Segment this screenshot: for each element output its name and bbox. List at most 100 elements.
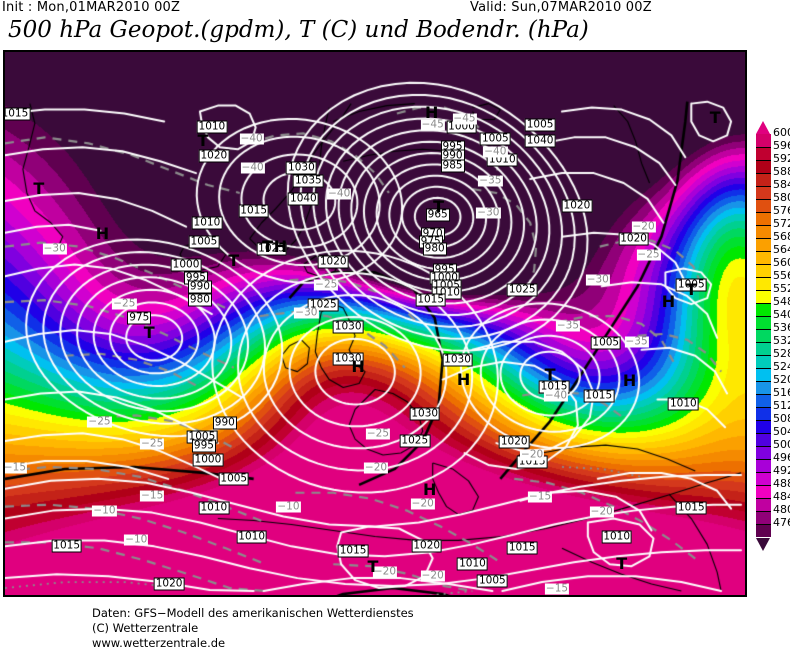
isotherm-label: −20	[420, 569, 445, 582]
isobar-label: 965	[425, 208, 450, 222]
colorbar-label: 576	[773, 204, 790, 218]
caption-line-1: Daten: GFS−Modell des amerikanischen Wet…	[92, 606, 414, 620]
colorbar-label: 568	[773, 230, 790, 244]
colorbar-label: 476	[773, 516, 790, 530]
isotherm-label: −10	[276, 500, 301, 513]
isobar-label: 1020	[198, 149, 230, 163]
high-pressure-marker: H	[661, 292, 676, 312]
isotherm-label: −40	[327, 187, 352, 200]
isotherm-label: −35	[624, 335, 649, 348]
colorbar-band	[756, 316, 771, 330]
colorbar-band	[756, 212, 771, 226]
isotherm-label: −20	[410, 497, 435, 510]
low-pressure-marker: T	[33, 178, 45, 198]
colorbar-band	[756, 420, 771, 434]
colorbar-bands	[756, 134, 771, 538]
colorbar-tick-labels: 6005965925885845805765725685645605565525…	[773, 126, 790, 529]
colorbar-band	[756, 511, 771, 525]
isotherm-label: −40	[239, 132, 264, 145]
isobar-label: 1020	[411, 539, 443, 553]
isobar-label: 1005	[675, 278, 707, 292]
isotherm-label: −15	[140, 489, 165, 502]
colorbar-label: 556	[773, 269, 790, 283]
high-pressure-marker: H	[456, 369, 471, 389]
colorbar-label: 508	[773, 412, 790, 426]
isobar-label: 1015	[415, 293, 447, 307]
isotherm-label: −45	[452, 112, 477, 124]
isotherm-label: −35	[555, 319, 581, 332]
isobar-label: 1000	[192, 453, 224, 467]
isobar-label: 1030	[286, 161, 317, 175]
isotherm-label: −20	[520, 448, 545, 461]
colorbar-label: 496	[773, 451, 790, 465]
isobar-label: 1030	[409, 407, 441, 421]
isobar-label: 1020	[498, 435, 530, 449]
isotherm-label: −25	[112, 297, 137, 310]
colorbar-label: 596	[773, 139, 790, 153]
colorbar-label: 552	[773, 282, 790, 296]
isobar-label: 1025	[256, 242, 287, 256]
colorbar-band	[756, 355, 771, 369]
caption-line-2: (C) Wetterzentrale	[92, 621, 199, 635]
isotherm-label: −15	[528, 490, 553, 503]
colorbar-label: 532	[773, 334, 790, 348]
isobar-label: 1025	[399, 434, 431, 448]
low-pressure-marker: T	[685, 280, 697, 300]
isobar-label: 995	[191, 439, 216, 453]
caption-line-3[interactable]: www.wetterzentrale.de	[92, 636, 226, 648]
colorbar-label: 588	[773, 165, 790, 179]
colorbar-band	[756, 225, 771, 239]
colorbar-band	[756, 433, 771, 447]
isobar-label: 1010	[601, 530, 633, 544]
high-pressure-marker: H	[622, 370, 637, 390]
isobar-label: 1020	[153, 577, 185, 591]
colorbar-band	[756, 524, 771, 538]
isotherm-label: −25	[87, 415, 112, 428]
isobar-label: 1010	[236, 530, 268, 544]
isobar-label: 1015	[51, 539, 83, 553]
isotherm-label: −10	[282, 595, 304, 596]
colorbar-band	[756, 160, 771, 174]
isobar-label: 1020	[317, 255, 349, 269]
isotherm-label: −10	[124, 533, 149, 546]
isotherm-label: −40	[543, 389, 569, 402]
isobar-label: 1030	[332, 320, 364, 334]
isobar-label: 1020	[618, 232, 649, 246]
colorbar-band	[756, 290, 771, 304]
isobar-label: 1040	[524, 134, 556, 148]
isotherm-label: −30	[294, 306, 319, 319]
colorbar-label: 512	[773, 399, 790, 413]
isotherm-label: −15	[544, 582, 570, 595]
isobar-label: 1010	[191, 216, 223, 230]
colorbar-label: 572	[773, 217, 790, 231]
isotherm-label: −25	[365, 427, 391, 440]
isobar-label: 980	[422, 242, 447, 256]
isobar-label: 1010	[457, 557, 488, 571]
weather-map[interactable]: 1015 1010 1020 1030 1035 1040 1015 1010 1005 1025…	[3, 50, 747, 597]
colorbar-legend: 6005965925885845805765725685645605565525…	[752, 120, 790, 551]
low-pressure-marker: T	[709, 107, 721, 127]
isotherm-label: −20	[363, 461, 389, 474]
low-pressure-marker: T	[544, 364, 556, 384]
isobar-label: 1015	[238, 204, 270, 218]
isobar-label: 1005	[218, 472, 250, 486]
colorbar-label: 520	[773, 373, 790, 387]
isobar-label: 1005	[590, 336, 622, 350]
colorbar-band	[756, 446, 771, 460]
colorbar-band	[756, 485, 771, 499]
isotherm-label: −40	[483, 145, 508, 158]
colorbar-band	[756, 199, 771, 213]
colorbar-band	[756, 264, 771, 278]
isotherm-label: −15	[3, 461, 28, 474]
isotherm-label: −20	[589, 505, 614, 518]
colorbar-label: 560	[773, 256, 790, 270]
colorbar-label: 480	[773, 503, 790, 517]
colorbar-label: 540	[773, 308, 790, 322]
colorbar-label: 500	[773, 438, 790, 452]
isotherm-label: −10	[92, 504, 117, 517]
colorbar-band	[756, 173, 771, 187]
colorbar-label: 524	[773, 360, 790, 374]
chart-title: 500 hPa Geopot.(gpdm), T (C) und Bodendr…	[8, 17, 589, 43]
isobar-label: 1015	[337, 544, 369, 558]
isotherm-label: −30	[476, 206, 501, 219]
